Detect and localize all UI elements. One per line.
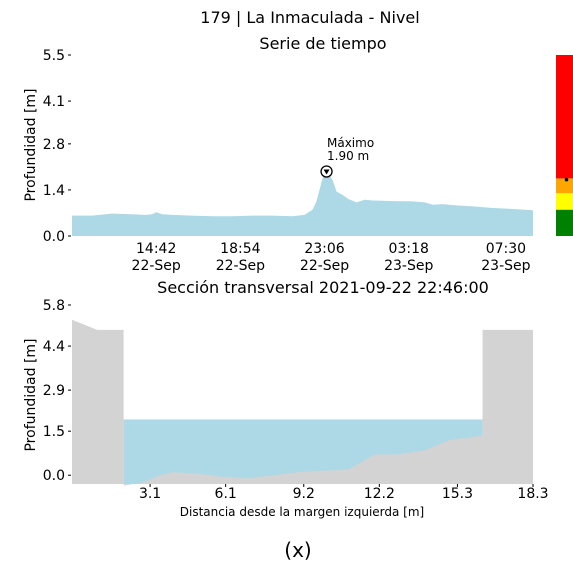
y-tick-label: 0.0 (43, 468, 65, 484)
max-annotation-label: Máximo (327, 136, 374, 150)
y-tick: 1.4 (43, 183, 71, 199)
alert-segment (556, 55, 573, 179)
y-tick: 0.0 (43, 229, 71, 245)
y-tick-label: 2.9 (43, 383, 65, 399)
x-tick: 6.1 (215, 484, 237, 502)
x-tick-time: 03:18 (389, 241, 429, 257)
time-series-area-layer (72, 173, 533, 236)
depth-series-area (72, 173, 533, 236)
max-arrow-icon (323, 169, 330, 175)
y-tick: 4.4 (43, 339, 71, 355)
current-level-dot (564, 177, 569, 182)
x-tick-label: 6.1 (215, 486, 237, 502)
x-tick-date: 22-Sep (132, 258, 181, 274)
time-series-x-ticks: 14:4222-Sep18:5422-Sep23:0622-Sep03:1823… (132, 241, 531, 274)
time-series-chart: Serie de tiempo 0.01.42.84.15.5 14:4222-… (23, 34, 573, 274)
alert-segment (556, 178, 573, 194)
x-tick-time: 18:54 (220, 241, 260, 257)
cross-section-y-label: Profundidad [m] (23, 338, 39, 451)
y-tick: 0.0 (43, 468, 71, 484)
x-tick-label: 9.2 (293, 486, 315, 502)
alert-segment (556, 193, 573, 210)
time-series-y-ticks: 0.0 1.4 2.8 4.1 5.5 (43, 48, 71, 245)
figure-title: 179 | La Inmaculada - Nivel (200, 8, 419, 27)
cross-section-x-label: Distancia desde la margen izquierda [m] (180, 505, 424, 519)
x-tick-label: 12.2 (364, 486, 395, 502)
y-tick-label: 4.4 (43, 339, 65, 355)
x-tick-date: 22-Sep (216, 258, 265, 274)
x-tick-date: 23-Sep (481, 258, 530, 274)
alert-segment (556, 209, 573, 236)
cross-section-y-ticks: 0.0 1.5 2.9 4.4 5.8 (43, 298, 71, 484)
y-tick: 2.9 (43, 383, 71, 399)
x-tick: 15.3 (442, 484, 473, 502)
time-series-title: Serie de tiempo (259, 34, 386, 53)
y-tick: 2.8 (43, 137, 71, 153)
alert-level-bar (556, 55, 573, 236)
x-tick-label: 18.3 (517, 486, 548, 502)
time-series-y-label: Profundidad [m] (23, 88, 39, 201)
max-annotation: Máximo 1.90 m (320, 136, 374, 178)
cross-section-area-layer (72, 319, 533, 486)
x-tick: 9.2 (293, 484, 315, 502)
x-tick-time: 07:30 (486, 241, 526, 257)
cross-section-x-ticks: 3.1 6.1 9.2 12.2 15.3 18.3 (139, 484, 549, 502)
x-tick-label: 3.1 (139, 486, 161, 502)
y-tick-label: 1.5 (43, 424, 65, 440)
x-tick-date: 22-Sep (300, 258, 349, 274)
ground-area (72, 319, 533, 486)
cross-section-chart: Sección transversal 2021-09-22 22:46:00 … (23, 278, 549, 519)
x-tick-time: 14:42 (136, 241, 176, 257)
x-tick: 3.1 (139, 484, 161, 502)
x-tick-time: 23:06 (304, 241, 344, 257)
y-tick-label: 5.8 (43, 298, 65, 314)
x-tick: 18.3 (517, 484, 549, 502)
y-tick: 5.8 (43, 298, 71, 314)
x-tick: 12.2 (364, 484, 395, 502)
figure-caption: (x) (284, 538, 311, 562)
x-tick-date: 23-Sep (384, 258, 433, 274)
y-tick-label: 4.1 (43, 94, 65, 110)
cross-section-title: Sección transversal 2021-09-22 22:46:00 (157, 278, 489, 297)
y-tick: 4.1 (43, 94, 71, 110)
y-tick-label: 1.4 (43, 183, 65, 199)
max-annotation-value: 1.90 m (327, 149, 369, 163)
y-tick: 1.5 (43, 424, 71, 440)
y-tick: 5.5 (43, 48, 71, 64)
x-tick-label: 15.3 (442, 486, 473, 502)
y-tick-label: 2.8 (43, 137, 65, 153)
y-tick-label: 5.5 (43, 48, 65, 64)
y-tick-label: 0.0 (43, 229, 65, 245)
